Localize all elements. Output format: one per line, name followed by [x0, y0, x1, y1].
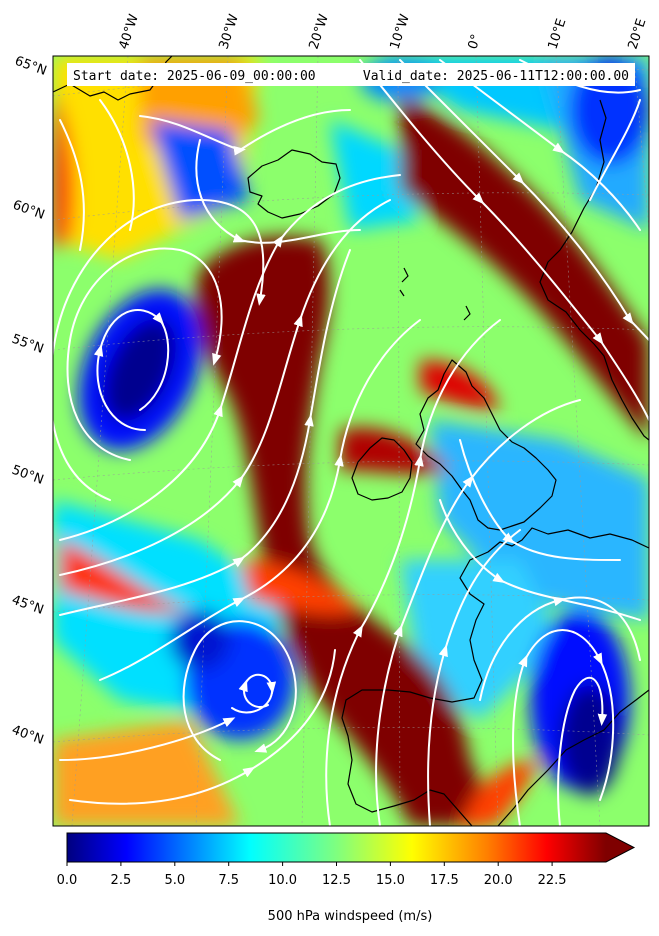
colorbar-tick-label: 0.0	[57, 873, 78, 888]
lat-label: 60°N	[11, 198, 47, 223]
streamline	[459, 439, 621, 561]
streamline	[59, 199, 391, 576]
streamline	[589, 99, 641, 201]
valid-date-label: Valid_date: 2025-06-11T12:00:00.00	[363, 69, 629, 84]
streamline	[359, 59, 649, 421]
streamline	[139, 109, 351, 156]
streamline	[59, 119, 85, 251]
streamline	[99, 319, 421, 681]
map-panel	[53, 56, 649, 826]
lat-label: 55°N	[10, 332, 46, 357]
colorbar-tick-label: 22.5	[538, 873, 567, 888]
date-banner: Start date: 2025-06-09_00:00:00 Valid_da…	[67, 63, 635, 86]
lon-label: 40°W	[117, 12, 142, 51]
colorbar-tick-label: 10.0	[268, 873, 297, 888]
colorbar: 0.0 2.5 5.0 7.5 10.0 12.5 15.0 17.5 20.0 22.5 500…	[57, 832, 636, 924]
lon-label: 20°W	[307, 12, 332, 51]
streamline	[195, 139, 361, 244]
lon-label: 10°W	[388, 12, 413, 51]
streamline	[439, 499, 641, 621]
colorbar-outline	[66, 832, 636, 863]
colorbar-tick-label: 2.5	[111, 873, 132, 888]
streamline	[557, 676, 608, 826]
colorbar-ticks: 0.0 2.5 5.0 7.5 10.0 12.5 15.0 17.5 20.0 22.5	[57, 862, 567, 888]
streamline	[375, 399, 581, 826]
lat-label: 65°N	[13, 54, 49, 79]
colorbar-tick-label: 15.0	[376, 873, 405, 888]
colorbar-extend-arrow	[606, 833, 634, 862]
lon-label: 0°	[466, 33, 485, 52]
lon-label: 30°W	[217, 12, 242, 51]
streamline	[427, 529, 521, 826]
great-britain-coast	[415, 359, 557, 531]
streamline	[93, 309, 170, 431]
streamline	[512, 629, 615, 826]
lon-label: 20°E	[626, 17, 650, 51]
streamline	[399, 59, 649, 341]
colorbar-gradient	[67, 833, 606, 862]
streamline	[99, 99, 135, 231]
streamline	[59, 717, 236, 761]
streamline	[69, 649, 336, 805]
colorbar-title: 500 hPa windspeed (m/s)	[268, 909, 433, 924]
streamline	[53, 198, 266, 501]
colorbar-tick-label: 7.5	[218, 873, 239, 888]
lat-label: 40°N	[10, 723, 46, 748]
colorbar-tick-label: 12.5	[322, 873, 351, 888]
streamline	[59, 174, 401, 541]
date-banner-background	[67, 63, 635, 86]
colorbar-tick-label: 20.0	[484, 873, 513, 888]
longitude-labels: 40°W 30°W 20°W 10°W 0° 10°E 20°E	[117, 12, 650, 51]
colorbar-tick-label: 17.5	[430, 873, 459, 888]
start-date-label: Start date: 2025-06-09_00:00:00	[73, 69, 316, 84]
lon-label: 10°E	[546, 17, 570, 51]
streamline	[231, 673, 277, 714]
lat-label: 45°N	[10, 593, 46, 618]
colorbar-tick-label: 5.0	[164, 873, 185, 888]
shetland-faroe-islands	[399, 267, 471, 321]
map-frame	[52, 55, 650, 827]
streamline	[182, 620, 297, 761]
continent-coast	[341, 527, 649, 826]
lat-label: 50°N	[10, 463, 46, 488]
latitude-labels: 65°N 60°N 55°N 50°N 45°N 40°N	[10, 54, 49, 748]
wind-streamlines	[53, 59, 649, 826]
mediterranean-coast	[497, 689, 649, 826]
